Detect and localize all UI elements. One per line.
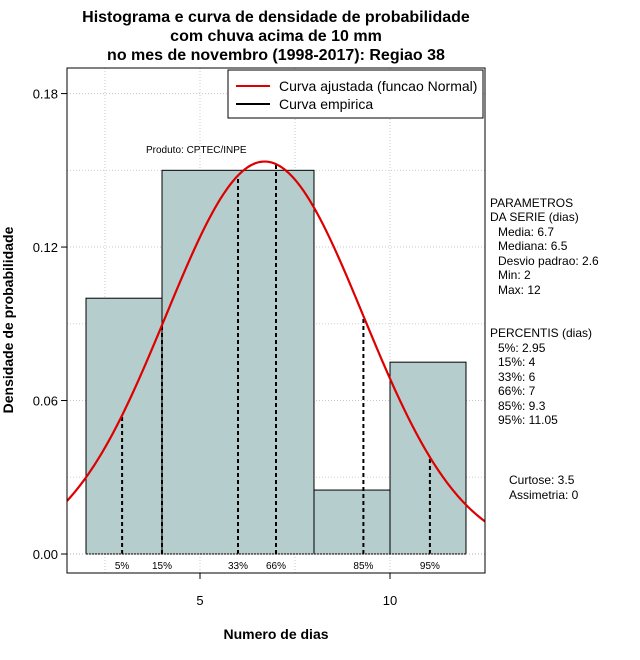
- percentile-label-1: 15%: [152, 561, 172, 572]
- percentil-15: 15%: 4: [498, 355, 536, 369]
- y-axis-label: Densidade de probabilidade: [0, 226, 16, 413]
- percentile-label-0: 5%: [115, 561, 130, 572]
- percentis-title: PERCENTIS (dias): [490, 326, 592, 340]
- percentil-5: 5%: 2.95: [498, 341, 546, 355]
- legend: Curva ajustada (funcao Normal) Curva emp…: [227, 69, 484, 119]
- axis-layer: 0.00 0.06 0.12 0.18 5 10: [33, 67, 486, 608]
- percentil-85: 85%: 9.3: [498, 399, 546, 413]
- percentile-label-4: 85%: [353, 561, 373, 572]
- percentis-panel: PERCENTIS (dias) 5%: 2.95 15%: 4 33%: 6 …: [490, 326, 592, 427]
- normal-curve: [66, 160, 486, 523]
- curve-layer: [66, 160, 486, 523]
- histogram-bar-2: [313, 489, 391, 555]
- moments-panel: Curtose: 3.5 Assimetria: 0: [509, 473, 579, 502]
- parameters-panel: PARAMETROS DA SERIE (dias) Media: 6.7 Me…: [490, 196, 599, 297]
- y-tick-label-0: 0.00: [33, 547, 58, 562]
- histogram-bar-3: [389, 361, 467, 555]
- y-tick-label-3: 0.18: [33, 87, 58, 102]
- percentil-66: 66%: 7: [498, 384, 536, 398]
- legend-label-normal: Curva ajustada (funcao Normal): [279, 78, 477, 94]
- legend-box: [227, 69, 484, 119]
- stat-curtose: Curtose: 3.5: [509, 473, 575, 487]
- chart-title-line-2: com chuva acima de 10 mm: [170, 28, 382, 45]
- param-desvio: Desvio padrao: 2.6: [498, 254, 599, 268]
- params-title-line-2: DA SERIE (dias): [490, 210, 579, 224]
- plot-frame: [66, 67, 486, 574]
- x-tick-label-0: 5: [196, 593, 203, 608]
- param-max: Max: 12: [498, 283, 541, 297]
- param-min: Min: 2: [498, 268, 531, 282]
- x-tick-label-1: 10: [383, 593, 397, 608]
- percentile-layer: 5% 15% 33% 66% 85% 95%: [115, 164, 440, 572]
- chart-title-line-3: no mes de novembro (1998-2017): Regiao 3…: [107, 47, 445, 64]
- param-mediana: Mediana: 6.5: [498, 239, 568, 253]
- y-tick-label-1: 0.06: [33, 394, 58, 409]
- percentile-label-5: 95%: [420, 561, 440, 572]
- chart-title-line-1: Histograma e curva de densidade de proba…: [82, 9, 470, 26]
- legend-label-empirica: Curva empirica: [279, 96, 373, 112]
- params-title-line-1: PARAMETROS: [490, 196, 573, 210]
- param-media: Media: 6.7: [498, 225, 554, 239]
- x-axis-label: Numero de dias: [223, 626, 328, 642]
- product-annotation: Produto: CPTEC/INPE: [146, 145, 247, 156]
- percentil-33: 33%: 6: [498, 370, 536, 384]
- stat-assimetria: Assimetria: 0: [509, 488, 579, 502]
- y-tick-label-2: 0.12: [33, 240, 58, 255]
- percentile-label-3: 66%: [266, 561, 286, 572]
- histogram-bar-0: [85, 297, 163, 555]
- percentile-label-2: 33%: [228, 561, 248, 572]
- percentil-95: 95%: 11.05: [498, 413, 558, 427]
